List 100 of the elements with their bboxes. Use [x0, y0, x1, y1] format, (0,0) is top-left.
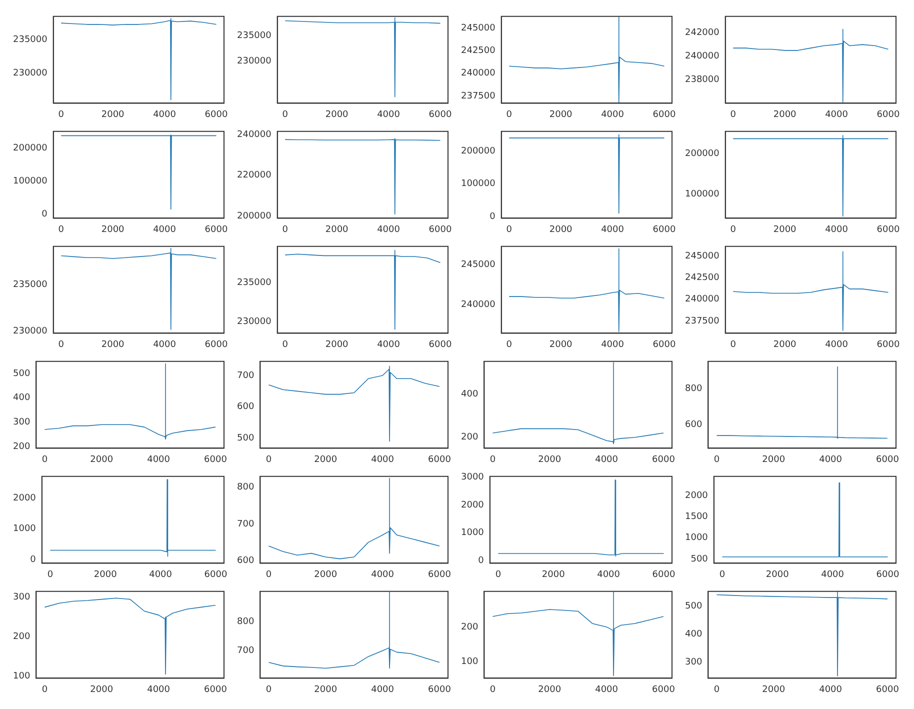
y-tick-label: 237500 [460, 91, 496, 102]
x-tick-label: 4000 [147, 454, 170, 465]
y-tick-label: 300 [12, 418, 30, 428]
x-tick-label: 2000 [101, 110, 125, 120]
x-tick-label: 2000 [542, 570, 566, 580]
y-tick-label: 1000 [13, 524, 36, 534]
y-tick-label: 200000 [460, 146, 496, 156]
x-tick-label: 2000 [773, 224, 797, 235]
x-tick-label: 2000 [762, 454, 786, 465]
x-tick-label: 4000 [595, 684, 618, 695]
x-tick-label: 2000 [90, 684, 114, 695]
y-tick-label: 500 [684, 601, 702, 612]
y-tick-label: 400 [460, 389, 478, 400]
y-tick-label: 500 [12, 368, 30, 379]
x-tick-label: 4000 [371, 570, 394, 580]
x-tick-label: 6000 [428, 340, 452, 350]
y-tick-label: 245000 [460, 260, 496, 270]
x-tick-label: 2000 [90, 454, 114, 465]
x-tick-label: 6000 [652, 110, 676, 120]
y-tick-label: 100 [12, 672, 30, 682]
x-tick-label: 4000 [377, 224, 400, 235]
x-tick-label: 4000 [819, 454, 842, 465]
y-tick-label: 200000 [236, 212, 272, 222]
y-tick-label: 1000 [685, 533, 708, 544]
y-tick-label: 235000 [236, 30, 272, 41]
x-tick-label: 0 [58, 110, 64, 120]
x-tick-label: 6000 [652, 224, 676, 235]
x-tick-label: 6000 [876, 340, 900, 350]
x-tick-label: 0 [58, 340, 64, 350]
x-tick-label: 0 [506, 110, 512, 120]
x-tick-label: 0 [58, 224, 64, 235]
x-tick-label: 0 [282, 110, 288, 120]
y-tick-label: 100000 [12, 176, 48, 186]
y-tick-label: 100 [460, 657, 478, 668]
x-tick-label: 4000 [601, 224, 624, 235]
y-tick-label: 237500 [684, 316, 720, 326]
y-tick-label: 240000 [684, 294, 720, 305]
y-tick-label: 700 [236, 646, 254, 656]
x-tick-label: 4000 [597, 570, 620, 580]
x-tick-label: 4000 [821, 570, 844, 580]
x-tick-label: 6000 [204, 684, 228, 695]
y-tick-label: 235000 [12, 35, 48, 46]
x-tick-label: 6000 [204, 454, 228, 465]
x-tick-label: 2000 [325, 340, 349, 350]
x-tick-label: 6000 [652, 454, 676, 465]
x-tick-label: 2000 [325, 110, 349, 120]
y-tick-label: 500 [690, 554, 708, 564]
y-tick-label: 800 [684, 384, 702, 394]
x-tick-label: 2000 [101, 340, 125, 350]
y-tick-label: 0 [30, 554, 36, 565]
x-tick-label: 2000 [94, 570, 118, 580]
x-tick-label: 2000 [773, 340, 797, 350]
x-tick-label: 2000 [773, 110, 797, 120]
x-tick-label: 4000 [153, 340, 176, 350]
x-tick-label: 6000 [428, 454, 452, 465]
y-tick-label: 200 [12, 442, 30, 452]
x-tick-label: 2000 [766, 570, 790, 580]
y-tick-label: 240000 [684, 52, 720, 62]
y-tick-label: 240000 [236, 130, 272, 140]
x-tick-label: 4000 [601, 110, 624, 120]
y-tick-label: 242000 [684, 28, 720, 38]
y-tick-label: 2000 [461, 500, 484, 510]
x-tick-label: 2000 [314, 454, 338, 465]
y-tick-label: 242500 [684, 272, 720, 283]
x-tick-label: 6000 [876, 454, 900, 465]
x-tick-label: 0 [730, 340, 736, 350]
y-tick-label: 300 [12, 592, 30, 603]
y-tick-label: 400 [684, 629, 702, 640]
y-tick-label: 0 [490, 212, 496, 222]
x-tick-label: 0 [282, 340, 288, 350]
y-tick-label: 600 [684, 420, 702, 430]
x-tick-label: 6000 [204, 110, 228, 120]
x-tick-label: 0 [506, 340, 512, 350]
y-tick-label: 200 [460, 622, 478, 632]
x-tick-label: 2000 [101, 224, 125, 235]
y-tick-label: 235000 [236, 278, 272, 288]
x-tick-label: 4000 [371, 454, 394, 465]
x-tick-label: 2000 [549, 224, 573, 235]
y-tick-label: 200000 [684, 148, 720, 159]
y-tick-label: 200000 [12, 143, 48, 154]
x-tick-label: 0 [730, 110, 736, 120]
x-tick-label: 0 [506, 224, 512, 235]
x-tick-label: 6000 [428, 684, 452, 695]
y-tick-label: 600 [236, 402, 254, 412]
x-tick-label: 4000 [825, 110, 848, 120]
x-tick-label: 4000 [825, 340, 848, 350]
x-tick-label: 6000 [652, 570, 676, 580]
y-tick-label: 200 [12, 632, 30, 642]
y-tick-label: 2000 [685, 490, 708, 501]
y-tick-label: 230000 [12, 68, 48, 78]
x-tick-label: 6000 [204, 224, 228, 235]
x-tick-label: 6000 [428, 224, 452, 235]
x-tick-label: 6000 [428, 110, 452, 120]
x-tick-label: 4000 [149, 570, 172, 580]
x-tick-label: 6000 [204, 570, 228, 580]
y-tick-label: 245000 [684, 251, 720, 262]
x-tick-label: 2000 [549, 340, 573, 350]
x-tick-label: 4000 [371, 684, 394, 695]
y-tick-label: 2000 [13, 493, 36, 504]
y-tick-label: 400 [12, 393, 30, 404]
